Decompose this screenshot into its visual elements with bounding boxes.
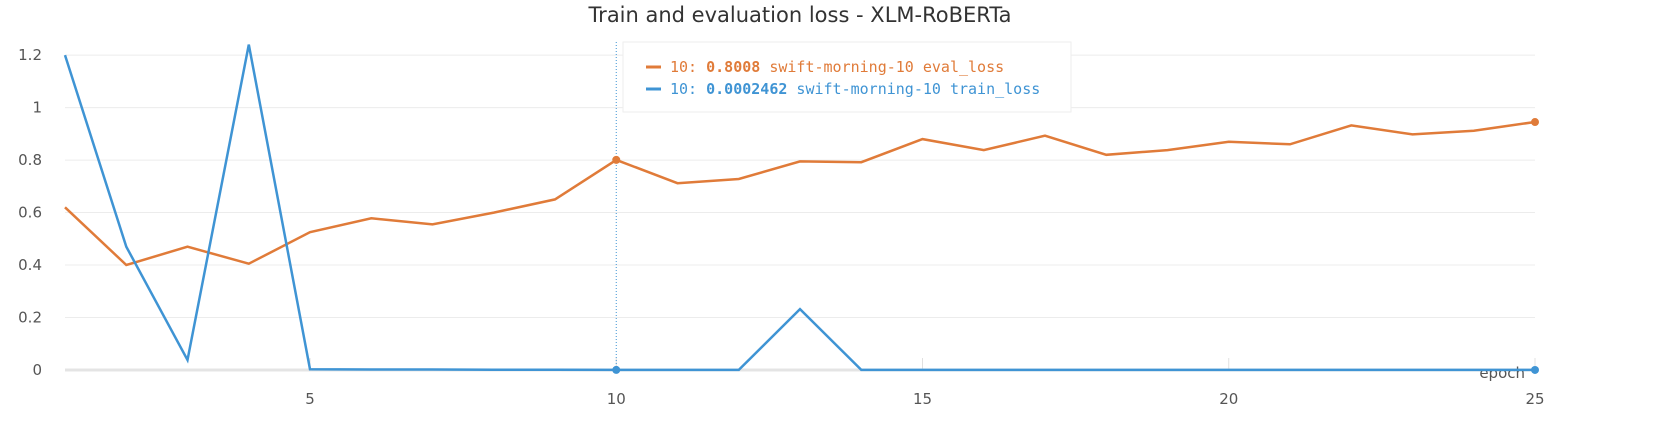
x-axis-ticks: 5 10 15 20 25 <box>305 390 1544 408</box>
y-tick-label: 1.2 <box>18 46 42 64</box>
series-line-train-loss <box>63 44 1535 372</box>
x-tick-label: 15 <box>913 390 932 408</box>
y-tick-label: 0.8 <box>18 151 42 169</box>
y-tick-label: 0.6 <box>18 204 42 222</box>
y-tick-label: 0.2 <box>18 309 42 327</box>
hover-point <box>612 365 621 374</box>
legend-value: 0.8008 <box>706 58 760 76</box>
y-tick-label: 1 <box>32 99 42 117</box>
y-tick-label: 0 <box>32 361 42 379</box>
x-axis-label: epoch <box>1479 364 1525 382</box>
legend-prefix: 10: <box>670 58 706 76</box>
legend-box <box>622 41 1072 113</box>
series-lines <box>63 44 1539 374</box>
legend-label: swift-morning-10 train_loss <box>787 80 1040 98</box>
series-line-eval-loss <box>64 120 1536 267</box>
legend: 10: 0.8008 swift-morning-10 eval_loss10:… <box>622 41 1072 113</box>
series-end-point <box>1531 365 1539 374</box>
legend-label: swift-morning-10 eval_loss <box>760 58 1004 76</box>
hover-indicator <box>612 42 621 374</box>
legend-entry: 10: 0.8008 swift-morning-10 eval_loss <box>670 58 1004 76</box>
legend-value: 0.0002462 <box>706 80 787 98</box>
y-axis-ticks: 0 0.2 0.4 0.6 0.8 1 1.2 <box>18 46 42 379</box>
series-end-point <box>1531 118 1539 127</box>
legend-prefix: 10: <box>670 80 706 98</box>
x-tick-label: 5 <box>305 390 315 408</box>
chart-title: Train and evaluation loss - XLM-RoBERTa <box>587 3 1011 27</box>
y-tick-label: 0.4 <box>18 256 42 274</box>
x-tick-label: 10 <box>607 390 626 408</box>
x-tick-label: 25 <box>1525 390 1544 408</box>
legend-entry: 10: 0.0002462 swift-morning-10 train_los… <box>670 80 1040 98</box>
x-tick-label: 20 <box>1219 390 1238 408</box>
hover-point <box>612 155 621 164</box>
